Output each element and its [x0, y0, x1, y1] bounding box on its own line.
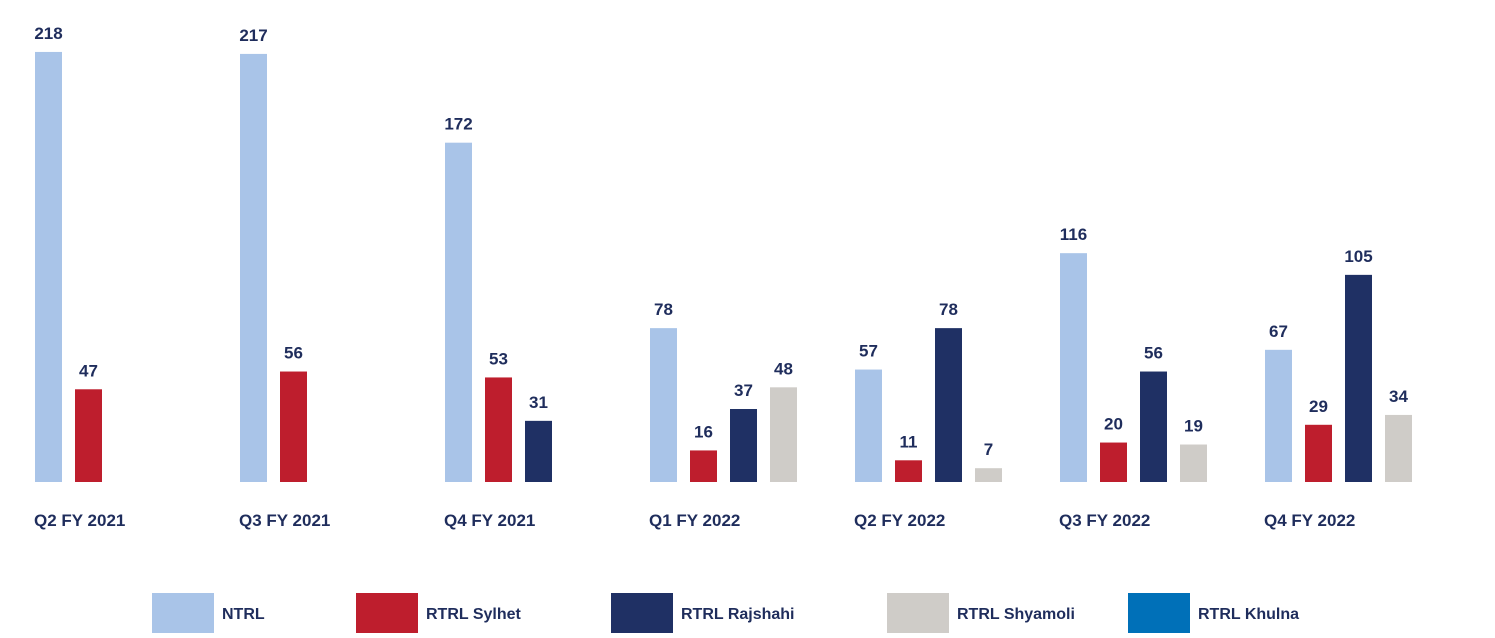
- value-label: 37: [734, 381, 753, 400]
- x-tick-label: Q3 FY 2021: [239, 511, 330, 530]
- bar: [485, 377, 512, 482]
- value-label: 7: [984, 440, 993, 459]
- x-tick-label: Q1 FY 2022: [649, 511, 740, 530]
- legend-swatch: [887, 593, 949, 633]
- value-label: 218: [34, 24, 62, 43]
- bar: [1305, 424, 1332, 482]
- bar: [75, 389, 102, 482]
- bar: [445, 142, 472, 482]
- value-label: 53: [489, 349, 508, 368]
- value-label: 116: [1060, 225, 1087, 244]
- legend-swatch: [356, 593, 418, 633]
- bar: [240, 53, 267, 482]
- legend-swatch: [1128, 593, 1190, 633]
- legend-swatch: [152, 593, 214, 633]
- bar: [730, 409, 757, 482]
- x-tick-label: Q2 FY 2022: [854, 511, 945, 530]
- value-label: 31: [529, 393, 548, 412]
- value-label: 20: [1104, 415, 1123, 434]
- value-label: 56: [1144, 344, 1163, 363]
- value-label: 34: [1389, 387, 1408, 406]
- bar: [935, 328, 962, 482]
- bar: [690, 450, 717, 482]
- bar: [895, 460, 922, 482]
- value-label: 57: [859, 342, 878, 361]
- bar: [1180, 444, 1207, 482]
- value-label: 217: [239, 26, 267, 45]
- x-tick-label: Q4 FY 2022: [1264, 511, 1355, 530]
- value-label: 78: [939, 300, 958, 319]
- value-label: 11: [900, 432, 918, 451]
- bar: [650, 328, 677, 482]
- bar: [1060, 253, 1087, 482]
- x-tick-label: Q4 FY 2021: [444, 511, 535, 530]
- legend-label: RTRL Khulna: [1198, 606, 1299, 623]
- bar: [1265, 349, 1292, 482]
- legend-label: RTRL Sylhet: [426, 606, 522, 623]
- legend-label: RTRL Shyamoli: [957, 606, 1075, 623]
- legend-label: RTRL Rajshahi: [681, 606, 795, 623]
- value-label: 16: [694, 422, 713, 441]
- value-label: 19: [1184, 417, 1203, 436]
- value-label: 48: [774, 359, 793, 378]
- bar: [280, 371, 307, 482]
- x-tick-label: Q2 FY 2021: [34, 511, 125, 530]
- value-label: 105: [1344, 247, 1372, 266]
- value-label: 78: [654, 300, 673, 319]
- x-tick-label: Q3 FY 2022: [1059, 511, 1150, 530]
- value-label: 67: [1269, 322, 1288, 341]
- bar: [1140, 371, 1167, 482]
- bar: [1385, 414, 1412, 482]
- value-label: 29: [1309, 397, 1328, 416]
- bar: [525, 420, 552, 482]
- value-label: 172: [444, 115, 472, 134]
- bar: [770, 387, 797, 482]
- bar: [1345, 274, 1372, 482]
- bar: [975, 468, 1002, 482]
- legend-swatch: [611, 593, 673, 633]
- bar: [1100, 442, 1127, 482]
- bar: [855, 369, 882, 482]
- value-label: 47: [79, 361, 98, 380]
- legend-label: NTRL: [222, 606, 265, 623]
- bar: [35, 51, 62, 482]
- value-label: 56: [284, 344, 303, 363]
